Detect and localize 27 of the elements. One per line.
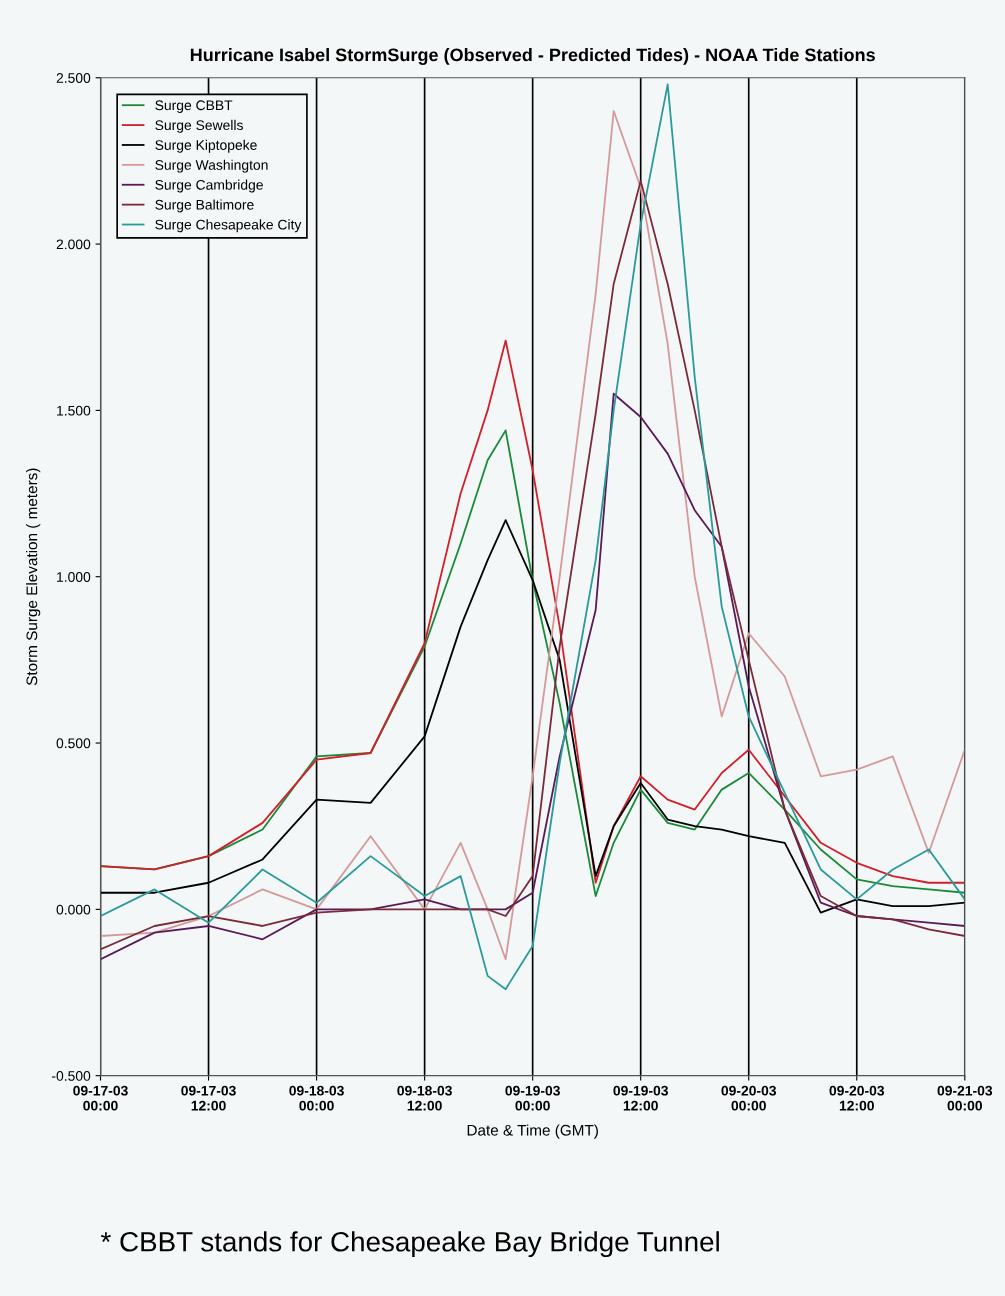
legend-label: Surge Sewells bbox=[155, 119, 243, 133]
y-tick-label: 0.000 bbox=[56, 904, 91, 915]
x-axis-title: Date & Time (GMT) bbox=[467, 1124, 598, 1139]
text: * CBBT stands for Chesapeake Bay Bridge Tunnel bbox=[100, 1231, 719, 1258]
y-tick-label: 2.500 bbox=[56, 73, 91, 83]
x-tick-label: 09-20-03 00:00 bbox=[721, 1085, 777, 1111]
legend-label: Surge Baltimore bbox=[155, 199, 254, 213]
legend-label: Surge Cambridge bbox=[155, 179, 263, 193]
x-tick-label: 09-20-03 12:00 bbox=[829, 1085, 885, 1111]
chart-title: Hurricane Isabel StormSurge (Observed - Predicted Tides) - NOAA Tide Stations bbox=[190, 48, 875, 65]
x-tick-label: 09-17-03 00:00 bbox=[73, 1085, 128, 1111]
x-tick-label: 09-21-03 00:00 bbox=[937, 1085, 993, 1111]
x-tick-label: 09-19-03 00:00 bbox=[505, 1085, 560, 1111]
x-tick-label: 09-19-03 12:00 bbox=[613, 1085, 668, 1111]
x-tick-label: 09-18-03 12:00 bbox=[397, 1085, 452, 1111]
legend-label: Surge Washington bbox=[155, 159, 268, 173]
y-tick-label: -0.500 bbox=[52, 1071, 91, 1081]
x-tick-label: 09-18-03 00:00 bbox=[289, 1085, 344, 1111]
y-tick-label: 1.500 bbox=[57, 405, 91, 416]
y-axis-title: Storm Surge Elevation ( meters) bbox=[26, 468, 41, 686]
legend-label: Surge Kiptopeke bbox=[155, 139, 257, 153]
x-tick-label: 09-17-03 12:00 bbox=[181, 1085, 236, 1111]
legend-label: Surge CBBT bbox=[155, 100, 233, 113]
y-tick-label: 2.000 bbox=[56, 239, 91, 250]
y-tick-label: 1.000 bbox=[57, 572, 91, 582]
y-tick-label: 0.500 bbox=[56, 738, 91, 749]
legend-label: Surge Chesapeake City bbox=[155, 219, 302, 233]
